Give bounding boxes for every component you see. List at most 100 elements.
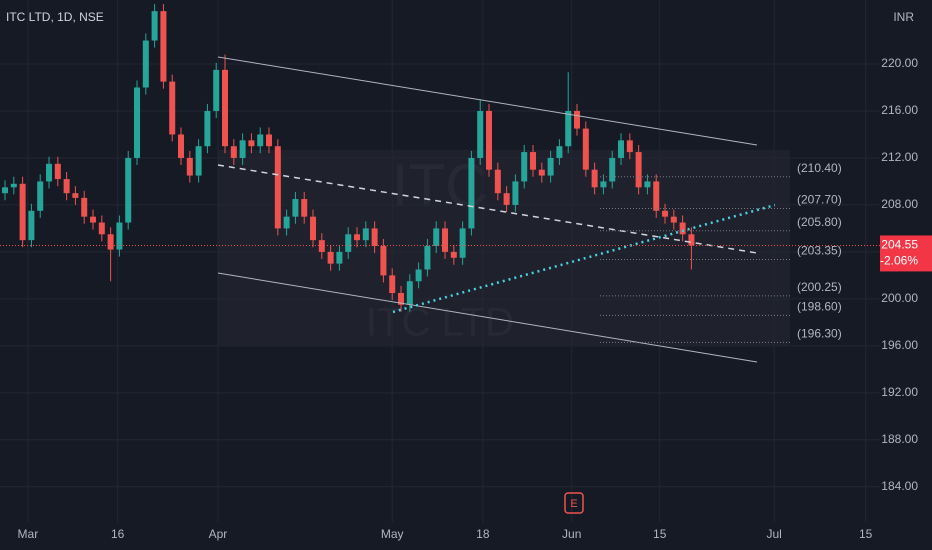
candle-body [362,228,369,241]
candle-body [521,152,528,182]
candle-body [213,69,220,111]
candle-body [283,216,290,229]
candle-body [503,193,510,205]
candle-body [125,157,132,223]
y-tick-label: 196.00 [881,338,918,352]
candle-body [591,169,598,188]
level-label: (210.40) [797,161,842,175]
candle-body [354,234,361,241]
y-tick-label: 216.00 [881,103,918,117]
candle-body [662,210,669,217]
candle-body [635,152,642,188]
candle-body [609,157,616,182]
candle-body [398,293,405,305]
candle-body [204,110,211,147]
candle-body [266,134,273,147]
candle-body [257,134,264,147]
candle-body [72,193,79,198]
candle-body [90,216,97,223]
level-label: (205.80) [797,215,842,229]
candle-body [160,11,167,82]
x-tick-label: 15 [859,527,873,541]
candle-body [644,181,651,188]
trendline [392,203,776,314]
level-label: (198.60) [797,299,842,313]
x-tick-label: Jul [766,527,781,541]
channel-lower [217,272,758,363]
candle-body [2,187,9,194]
candle-body [46,163,53,182]
currency[interactable]: INR [893,10,914,24]
candle-body [442,228,449,252]
x-tick-label: Mar [18,527,39,541]
candle-body [565,110,572,147]
y-tick-label: 212.00 [881,150,918,164]
candle-body [345,234,352,252]
candle-body [116,222,123,250]
candle-body [486,110,493,170]
x-tick-label: 18 [476,527,490,541]
candle-body [670,216,677,223]
candle-body [98,222,105,235]
candle-body [310,216,317,241]
candle-body [142,40,149,88]
chart-title: ITC LTD, 1D, NSE [6,10,104,24]
candle-body [178,134,185,158]
candle-body [10,183,17,188]
candle-body [54,163,61,180]
candle-body [222,69,229,147]
earnings-label[interactable]: E [570,498,577,510]
candle-body [274,146,281,229]
candle-body [37,181,44,211]
candle-body [151,11,158,41]
candle-body [389,275,396,294]
candle-body [653,181,660,211]
candle-body [81,197,88,217]
candle-body [380,246,387,276]
candle-body [107,234,114,250]
last-change-label: -2.06% [880,254,918,268]
candle-body [582,128,589,170]
last-price-label: 204.55 [881,238,918,252]
candle-body [292,199,299,217]
candle-body [494,169,501,194]
candle-body [538,169,545,176]
candle-body [301,199,308,217]
candle-body [371,228,378,247]
candle-body [318,240,325,252]
candle-body [19,183,26,241]
candle-body [459,228,466,258]
y-tick-label: 208.00 [881,197,918,211]
channel-upper [217,56,758,146]
candle-body [327,251,334,264]
candle-body [433,228,440,247]
level-label: (196.30) [797,326,842,340]
candle-body [626,140,633,153]
candle-body [547,157,554,176]
earnings-icon[interactable] [564,492,584,514]
x-tick-label: May [381,527,404,541]
y-tick-label: 184.00 [881,479,918,493]
candle-body [424,246,431,270]
candle-body [195,146,202,176]
candle-body [477,110,484,158]
candle-body [468,157,475,229]
level-label: (200.25) [797,280,842,294]
candle-body [679,222,686,235]
candle-body [63,179,70,194]
channel-mid [217,164,758,254]
last-price-box [880,235,932,272]
candle-body [336,251,343,264]
shaded-zone [218,150,790,345]
candle-body [530,152,537,170]
level-label: (207.70) [797,193,842,207]
candle-body [618,140,625,158]
y-tick-label: 220.00 [881,56,918,70]
y-tick-label: 200.00 [881,291,918,305]
candle-body [450,251,457,258]
y-tick-label: 188.00 [881,432,918,446]
candle-body [688,234,695,246]
